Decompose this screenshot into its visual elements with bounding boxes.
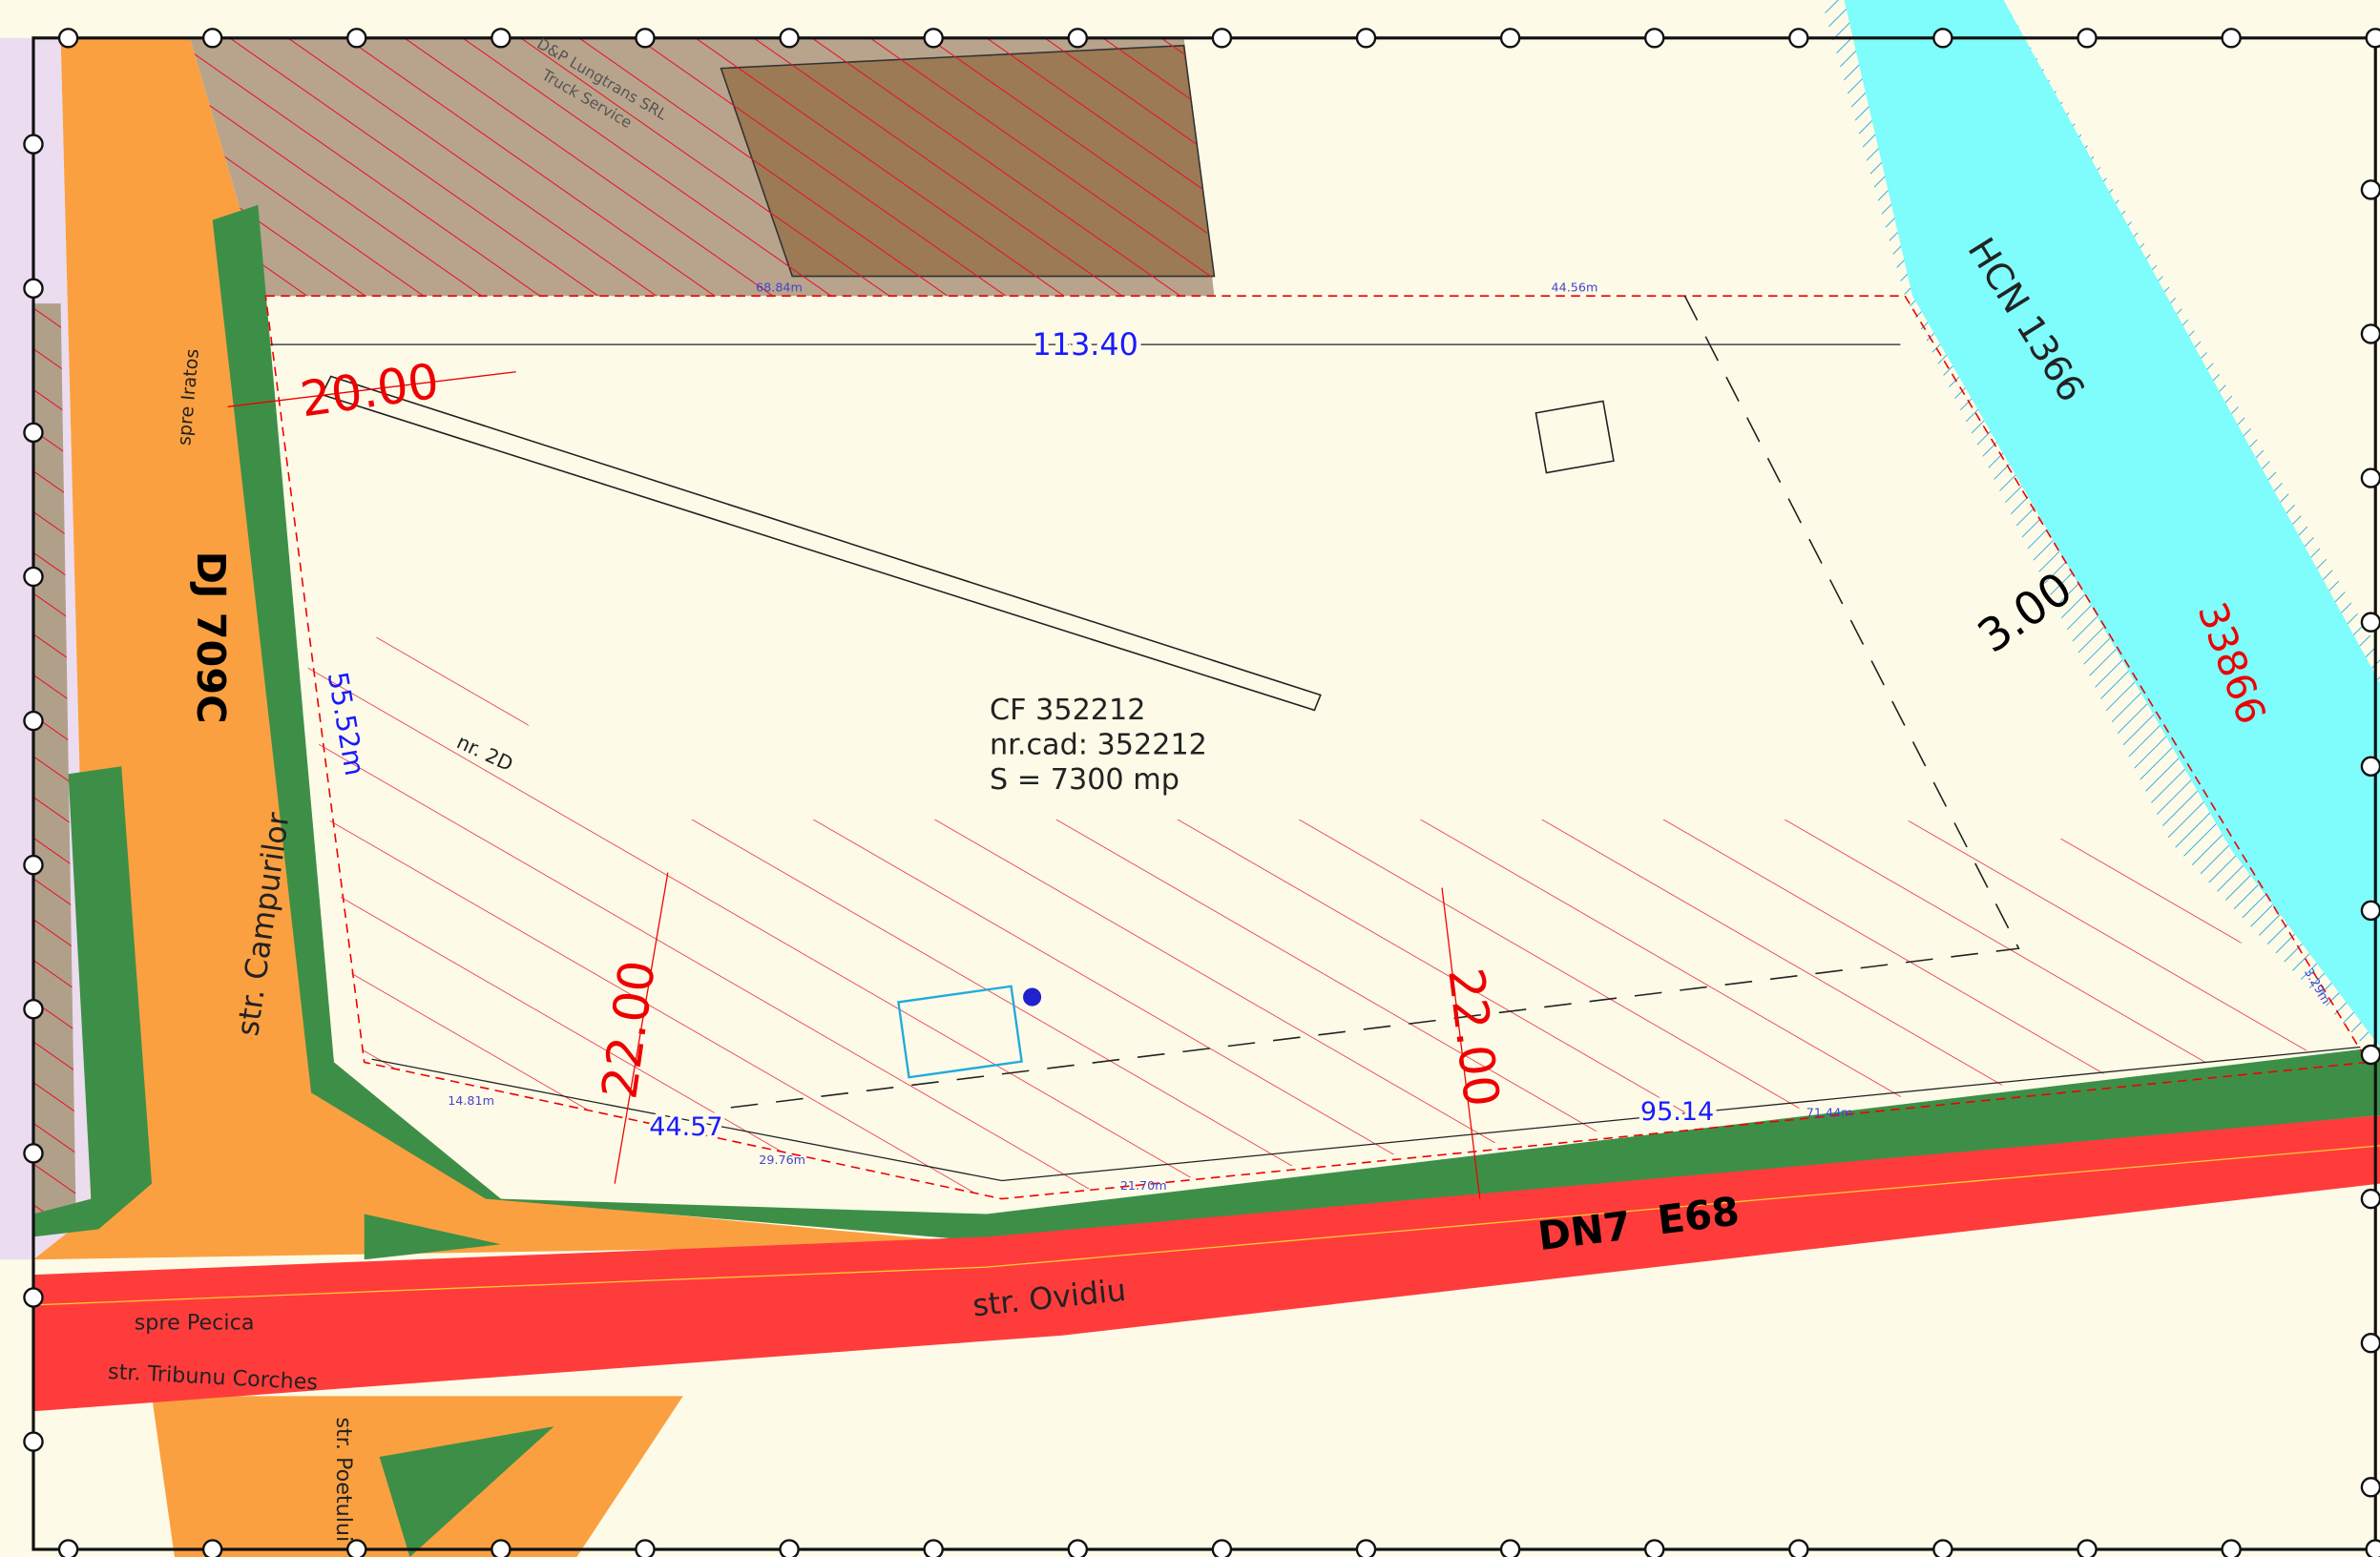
frame-marker xyxy=(1788,28,1809,49)
frame xyxy=(31,36,2377,1551)
frame-marker xyxy=(923,28,944,49)
frame-marker xyxy=(1067,1539,1089,1557)
frame-marker xyxy=(23,134,44,155)
frame-marker xyxy=(23,1287,44,1308)
frame-marker xyxy=(2360,323,2380,344)
building-line xyxy=(728,295,2020,1109)
segment-length: 44.56m xyxy=(1552,280,1598,294)
frame-marker xyxy=(491,1539,511,1557)
frame-marker xyxy=(23,278,44,299)
dim-line xyxy=(371,1058,1002,1182)
frame-marker xyxy=(635,1539,656,1557)
frame-marker xyxy=(201,1539,223,1557)
frame-marker xyxy=(1211,28,1233,49)
frame-marker xyxy=(1932,1539,1953,1557)
frame-marker xyxy=(2360,1332,2380,1354)
frame-marker xyxy=(2360,179,2380,200)
verge-left xyxy=(32,766,153,1237)
road-label: E68 xyxy=(1655,1188,1742,1243)
frame-markers xyxy=(23,28,2380,1557)
dim-line xyxy=(1441,887,1481,1199)
frame-marker xyxy=(23,566,44,588)
frame-marker xyxy=(2360,1477,2380,1498)
verge-island-2 xyxy=(379,1426,554,1557)
frame-marker xyxy=(779,28,800,49)
pipe xyxy=(321,375,1322,712)
segment-length: 14.81m xyxy=(448,1093,494,1108)
well xyxy=(1023,987,1042,1007)
frame-marker xyxy=(2365,1539,2380,1557)
frame-marker xyxy=(2221,28,2242,49)
frame-marker xyxy=(2360,1188,2380,1210)
neighbor-hatch xyxy=(189,37,1215,297)
frame-marker xyxy=(779,1539,800,1557)
dim-line xyxy=(614,872,669,1184)
river xyxy=(1844,0,2380,1048)
verge-island xyxy=(364,1214,501,1260)
parcel-cad: nr.cad: 352212 xyxy=(990,729,1207,762)
shed xyxy=(897,985,1023,1079)
frame-marker xyxy=(23,854,44,876)
road-dj709c xyxy=(32,37,987,1260)
frame-marker xyxy=(57,1539,79,1557)
frame-marker xyxy=(1643,28,1665,49)
frame-marker xyxy=(2221,1539,2242,1557)
parcel-area: S = 7300 mp xyxy=(990,763,1180,797)
frame-marker xyxy=(491,28,511,49)
structure xyxy=(1534,400,1615,474)
dimension: 113.40 xyxy=(1033,326,1138,363)
frame-marker xyxy=(1788,1539,1809,1557)
segment-length: 71.44m xyxy=(1806,1106,1853,1120)
frame-marker xyxy=(1355,1539,1377,1557)
dim-line xyxy=(227,371,516,407)
frame-marker xyxy=(1067,28,1089,49)
frame-marker xyxy=(1643,1539,1665,1557)
frame-marker xyxy=(1355,28,1377,49)
parcel-boundary xyxy=(264,295,2370,1200)
frame-marker xyxy=(23,999,44,1020)
segment-length: 21.70m xyxy=(1120,1178,1167,1193)
direction-label: spre Pecica xyxy=(135,1310,255,1335)
frame-marker xyxy=(1499,28,1521,49)
frame-marker xyxy=(23,422,44,444)
frame-marker xyxy=(2360,467,2380,488)
parcel-cf: CF 352212 xyxy=(990,694,1145,727)
frame-marker xyxy=(2365,28,2380,49)
frame-marker xyxy=(346,28,367,49)
frame-marker xyxy=(346,1539,367,1557)
frame-marker xyxy=(2077,28,2098,49)
frame-marker xyxy=(2360,1044,2380,1066)
frame-marker xyxy=(201,28,223,49)
road-label: DJ 709C xyxy=(188,551,234,724)
segment-length: 29.76m xyxy=(759,1152,805,1167)
frame-marker xyxy=(23,1143,44,1164)
dimension: 95.14 xyxy=(1640,1097,1714,1127)
frame-marker xyxy=(1499,1539,1521,1557)
road-dn7 xyxy=(32,1115,2380,1412)
segment-length: 68.84m xyxy=(756,280,803,294)
frame-marker xyxy=(2360,900,2380,922)
frame-marker xyxy=(23,1431,44,1452)
dim-line xyxy=(1001,1046,2361,1182)
frame-marker xyxy=(57,28,79,49)
frame-marker xyxy=(1932,28,1953,49)
frame-marker xyxy=(2077,1539,2098,1557)
road-label: DN7 xyxy=(1535,1203,1634,1260)
frame-marker xyxy=(635,28,656,49)
dimension: 44.57 xyxy=(649,1112,722,1142)
left-hatch xyxy=(32,303,76,1230)
frame-marker xyxy=(2360,756,2380,778)
frame-marker xyxy=(1211,1539,1233,1557)
frame-marker xyxy=(23,710,44,732)
frame-marker xyxy=(923,1539,944,1557)
street-label: str. Poetului xyxy=(331,1417,356,1542)
setback-hatch xyxy=(303,637,2338,1199)
frame-marker xyxy=(2360,612,2380,633)
road-axis xyxy=(32,1145,2380,1306)
